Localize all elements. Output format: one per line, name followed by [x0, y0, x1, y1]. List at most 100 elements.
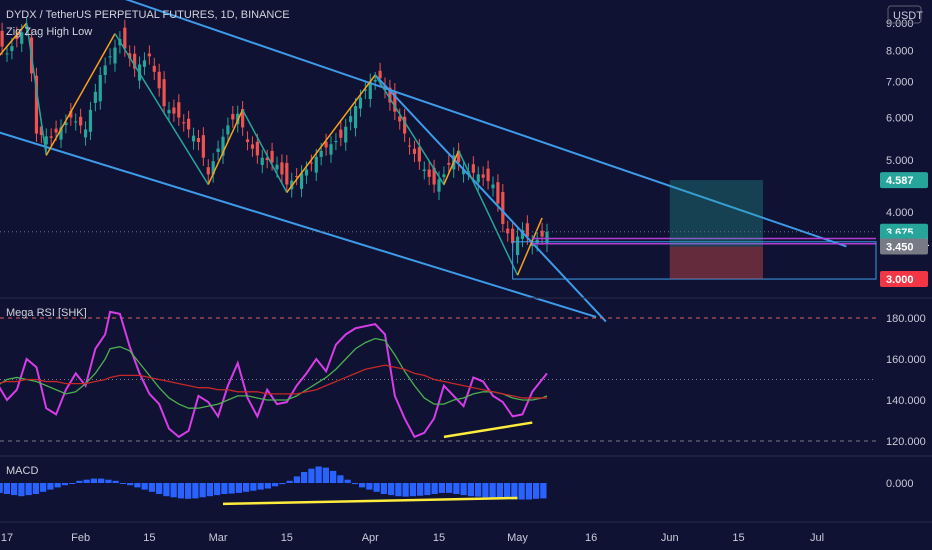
indicator-label: Zig Zag High Low: [6, 26, 92, 38]
candle-body: [88, 109, 93, 132]
chart-title: DYDX / TetherUS PERPETUAL FUTURES, 1D, B…: [6, 9, 290, 21]
candle-body: [69, 111, 73, 118]
candle-body: [103, 65, 107, 76]
macd-bar: [127, 483, 134, 486]
candle-body: [211, 161, 215, 175]
candle-body: [191, 135, 196, 142]
zigzag-segment: [516, 217, 543, 276]
candle-body: [108, 56, 112, 58]
candle-body: [412, 148, 417, 154]
candle-body: [295, 176, 299, 178]
date-tick-label: 15: [433, 532, 445, 544]
macd-bar: [453, 483, 460, 494]
candle-body: [358, 97, 363, 109]
price-tick-label: 8.000: [886, 45, 914, 57]
text-layer: DYDX / TetherUS PERPETUAL FUTURES, 1D, B…: [6, 5, 923, 477]
zigzag-segment: [207, 109, 244, 185]
candle-body: [339, 129, 343, 138]
candle-body: [231, 114, 235, 120]
rsi-tick-label: 160.000: [886, 354, 926, 366]
macd-bar: [417, 483, 424, 496]
candle-body: [417, 146, 421, 162]
candle-body: [471, 164, 475, 173]
candle-body: [187, 118, 191, 130]
candle-body: [98, 75, 102, 102]
candle-body: [59, 127, 63, 140]
macd-bar: [40, 483, 47, 492]
macd-bar: [409, 483, 417, 497]
date-tick-label: Apr: [362, 532, 379, 544]
candle-body: [476, 174, 480, 183]
candle-body: [245, 139, 250, 143]
rsi-tick-label: 140.000: [886, 395, 926, 407]
macd-bar: [264, 483, 272, 489]
candle-body: [334, 140, 338, 142]
rsi-tick-label: 120.000: [886, 436, 926, 448]
date-tick-label: Jun: [661, 532, 679, 544]
candle-body: [398, 116, 402, 122]
candle-body: [162, 79, 166, 107]
candle-body: [486, 168, 490, 182]
price-tag: [880, 271, 928, 288]
rsi-tick-label: 180.000: [886, 313, 926, 325]
price-tick-label: 5.000: [886, 155, 914, 167]
macd-bar: [351, 483, 359, 485]
macd-bar: [395, 483, 402, 497]
price-tag-label: 4.587: [886, 175, 914, 187]
candle-body: [515, 236, 520, 256]
macd-bar: [177, 483, 185, 499]
candle-body: [349, 116, 353, 123]
candle-body: [525, 223, 529, 237]
candle-body: [280, 162, 284, 175]
macd-bar: [467, 483, 475, 497]
macd-bar: [156, 483, 163, 494]
candle-body: [201, 135, 205, 158]
candle-body: [407, 145, 412, 147]
macd-pane-title: MACD: [6, 465, 38, 477]
candle-body: [20, 32, 24, 44]
macd-bar: [235, 483, 243, 493]
macd-bar: [105, 479, 112, 483]
candle-body: [10, 46, 14, 52]
currency-box[interactable]: [887, 5, 922, 24]
date-tick-label: Jul: [810, 532, 824, 544]
date-tick-label: 15: [143, 532, 155, 544]
candle-body: [157, 71, 161, 89]
macd-bar: [540, 483, 547, 499]
rsi-divergence-line: [443, 421, 533, 439]
macd-bar: [366, 483, 373, 490]
candle-body: [481, 174, 485, 178]
macd-bar: [185, 483, 192, 499]
candle-body: [378, 70, 382, 79]
zigzag-segment: [457, 150, 519, 276]
price-tag: [880, 238, 928, 255]
candle-body: [147, 53, 151, 57]
candle-body: [457, 150, 461, 163]
macd-bar: [199, 483, 206, 498]
zigzag-segment: [0, 22, 28, 56]
date-tick-label: 16: [585, 532, 597, 544]
macd-bar: [380, 483, 388, 494]
candle-body: [324, 141, 328, 148]
macd-bar: [330, 470, 337, 483]
zigzag-segment: [25, 22, 48, 156]
macd-bar: [69, 483, 76, 484]
macd-bar: [112, 480, 119, 483]
candle-body: [432, 167, 436, 185]
zigzag-segment: [374, 74, 445, 185]
rsi-ma-fast-line: [0, 337, 548, 409]
candle-body: [530, 243, 534, 247]
candle-body: [15, 34, 19, 40]
macd-bar: [424, 483, 431, 496]
price-tag: [880, 172, 928, 189]
date-tick-label: Mar: [209, 532, 228, 544]
macd-bar: [301, 472, 308, 483]
axes-layer: 9.0008.0007.0006.0005.0004.0004.5873.675…: [0, 18, 932, 544]
macd-bar: [460, 483, 467, 496]
candle-body: [285, 163, 289, 185]
macd-bar: [192, 483, 199, 499]
macd-divergence-line: [222, 496, 518, 506]
candle-body: [368, 81, 372, 99]
